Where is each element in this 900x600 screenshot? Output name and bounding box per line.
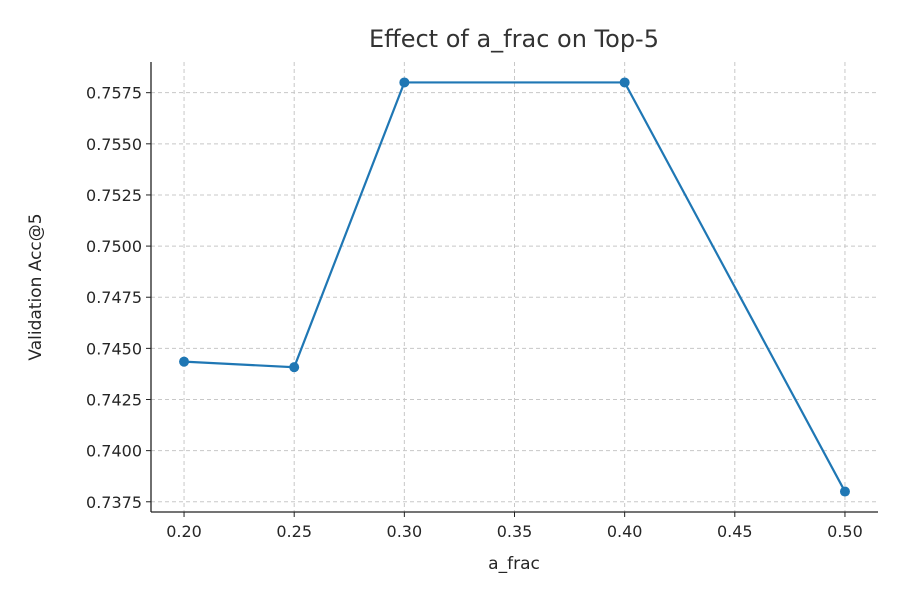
y-tick-label: 0.7475: [86, 288, 142, 307]
x-axis-label: a_frac: [488, 554, 540, 574]
y-tick-label: 0.7400: [86, 442, 142, 461]
y-tick-label: 0.7450: [86, 339, 142, 358]
y-axis-label: Validation Acc@5: [26, 213, 46, 360]
x-tick-label: 0.45: [717, 522, 753, 541]
x-tick-label: 0.20: [166, 522, 202, 541]
x-tick-label: 0.30: [387, 522, 423, 541]
y-tick-label: 0.7425: [86, 391, 142, 410]
x-ticks: 0.20 0.25 0.30 0.35 0.40 0.45 0.50: [166, 512, 863, 541]
y-tick-label: 0.7375: [86, 493, 142, 512]
data-point: [399, 77, 410, 88]
x-tick-label: 0.40: [607, 522, 643, 541]
data-point: [619, 77, 630, 88]
y-tick-label: 0.7550: [86, 135, 142, 154]
grid: [151, 62, 878, 512]
x-tick-label: 0.35: [497, 522, 533, 541]
data-point: [179, 356, 190, 367]
data-point: [839, 486, 850, 497]
chart-title: Effect of a_frac on Top-5: [369, 25, 659, 53]
x-tick-label: 0.50: [827, 522, 863, 541]
data-point: [289, 362, 300, 373]
y-tick-label: 0.7525: [86, 186, 142, 205]
y-ticks: 0.7375 0.7400 0.7425 0.7450 0.7475 0.7500 0.75…: [86, 84, 151, 512]
markers: [179, 77, 850, 497]
y-tick-label: 0.7575: [86, 84, 142, 103]
x-tick-label: 0.25: [276, 522, 312, 541]
y-tick-label: 0.7500: [86, 237, 142, 256]
